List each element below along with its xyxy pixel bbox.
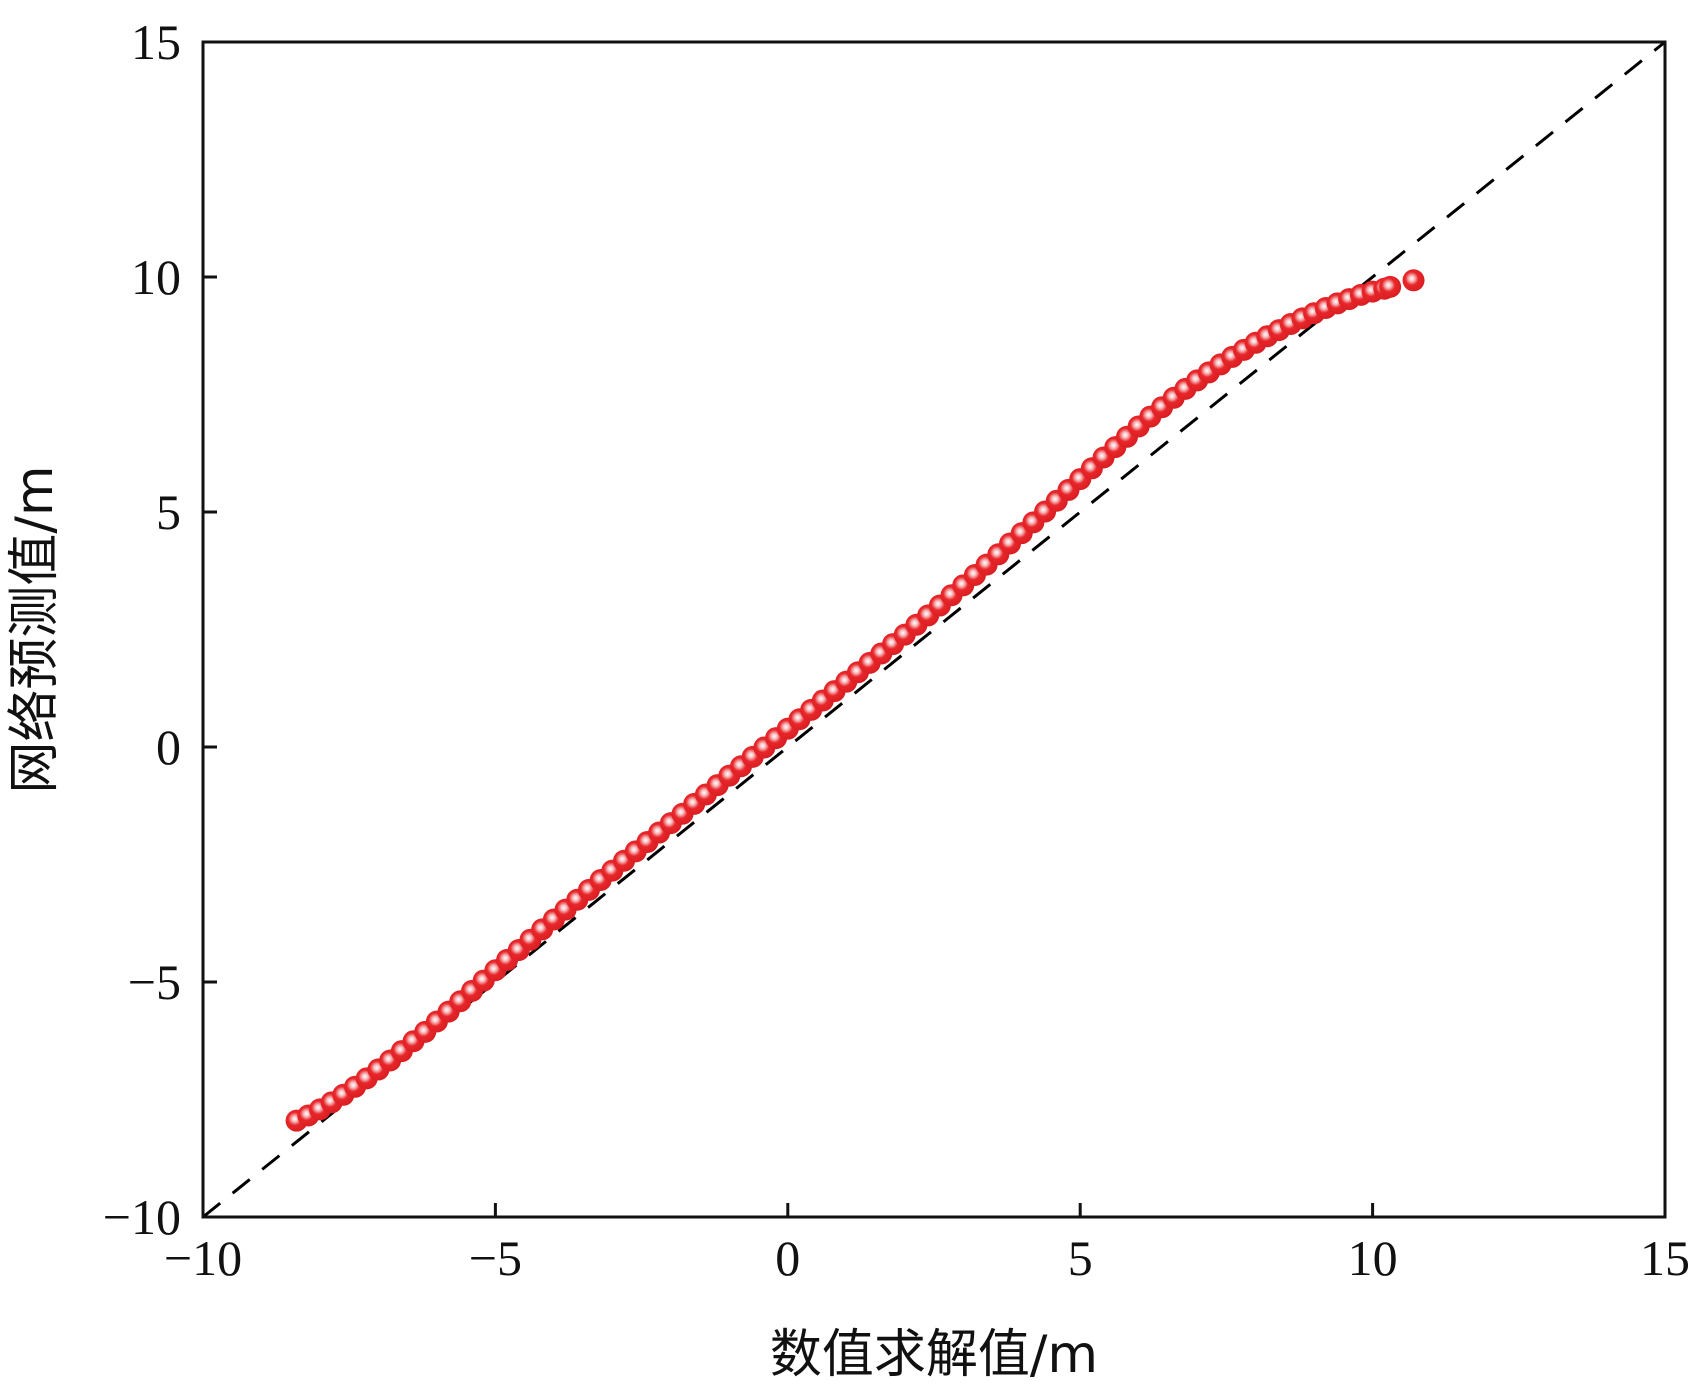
- x-tick-label: −5: [469, 1230, 522, 1286]
- y-tick-label: 5: [156, 484, 181, 540]
- data-point: [1379, 275, 1402, 298]
- y-tick-label: 0: [156, 719, 181, 775]
- x-tick-label: 15: [1640, 1230, 1690, 1286]
- y-tick-label: 15: [131, 14, 181, 70]
- plot-area-frame: [201, 40, 1667, 1219]
- data-point: [1402, 269, 1425, 292]
- x-axis: −10 −5 0 5 10 15: [164, 1203, 1690, 1286]
- y-tick-label: −5: [128, 954, 181, 1010]
- x-tick-label: 0: [775, 1230, 800, 1286]
- x-axis-title: 数值求解值/m: [770, 1325, 1098, 1385]
- x-tick-label: −10: [164, 1230, 242, 1286]
- y-tick-label: −10: [103, 1189, 181, 1245]
- data-points-layer: [285, 269, 1425, 1132]
- x-tick-label: 10: [1348, 1230, 1398, 1286]
- x-tick-label: 5: [1068, 1230, 1093, 1286]
- y-axis-title: 网络预测值/m: [5, 465, 65, 793]
- y-tick-label: 10: [131, 249, 181, 305]
- y-axis: −10 −5 0 5 10 15: [103, 14, 217, 1245]
